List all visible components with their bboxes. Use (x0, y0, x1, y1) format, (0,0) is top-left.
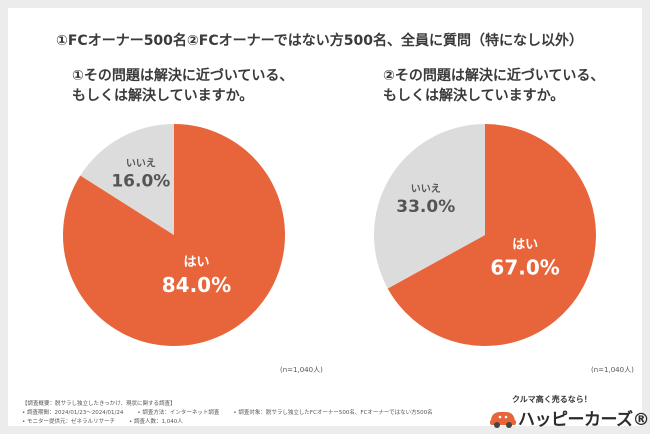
right-pie-chart: はい 67.0% いいえ 33.0% (374, 124, 597, 346)
left-question: ①その問題は解決に近づいている、 もしくは解決していますか。 (72, 66, 293, 106)
footnote-provider: • モニター提供元：ゼネラルリサーチ (22, 419, 115, 425)
left-sample-size: (n=1,040人) (280, 366, 323, 374)
right-pie-slice-yes (387, 124, 597, 346)
left-slice-category-label: はい (183, 255, 209, 270)
right-question-line-2: もしくは解決していますか。 (383, 88, 565, 104)
left-slice-category-label: いいえ (126, 158, 156, 170)
left-pie-chart: はい 84.0% いいえ 16.0% (63, 123, 285, 346)
brand-name: ハッピーカーズ® (518, 410, 650, 430)
right-sample-size: (n=1,040人) (591, 366, 634, 374)
right-question-line-1: ②その問題は解決に近づいている、 (383, 68, 605, 84)
right-pie-slice-no (374, 124, 485, 289)
left-slice-value-label: 16.0% (111, 172, 170, 192)
footnote-method: • 調査方法：インターネット調査 (137, 410, 220, 416)
left-question-line-2: もしくは解決していますか。 (72, 88, 254, 104)
left-pie-slice-yes (63, 124, 285, 346)
footnote-period: • 調査期間：2024/01/23～2024/01/24 (22, 410, 124, 416)
right-question: ②その問題は解決に近づいている、 もしくは解決していますか。 (383, 66, 604, 106)
right-slice-category-label: はい (512, 238, 538, 253)
right-slice-category-label: いいえ (411, 183, 441, 195)
right-slice-value-label: 33.0% (396, 197, 455, 217)
left-question-line-1: ①その問題は解決に近づいている、 (72, 68, 294, 84)
car-mascot-icon (490, 412, 516, 428)
page-title: ①FCオーナー500名②FCオーナーではない方500名、全員に質問（特になし以外… (56, 33, 583, 49)
brand-tagline: クルマ高く売るなら！ (512, 395, 592, 404)
left-slice-value-label: 84.0% (162, 273, 231, 297)
right-slice-value-label: 67.0% (490, 256, 559, 280)
footnote-count: • 調査人数：1,040人 (129, 419, 183, 425)
footnote-target: • 調査対象：脱サラし独立したFCオーナー500名、FCオーナーではない方500… (233, 410, 433, 416)
left-pie-slice-no (80, 123, 174, 235)
footnote-line-1: 【調査概要：脱サラし独立したきっかけ、現状に関する調査】 (22, 401, 176, 407)
brand-logo: クルマ高く売るなら！ ハッピーカーズ® (488, 394, 650, 438)
survey-footnotes: 【調査概要：脱サラし独立したきっかけ、現状に関する調査】 • 調査期間：2024… (22, 400, 433, 427)
